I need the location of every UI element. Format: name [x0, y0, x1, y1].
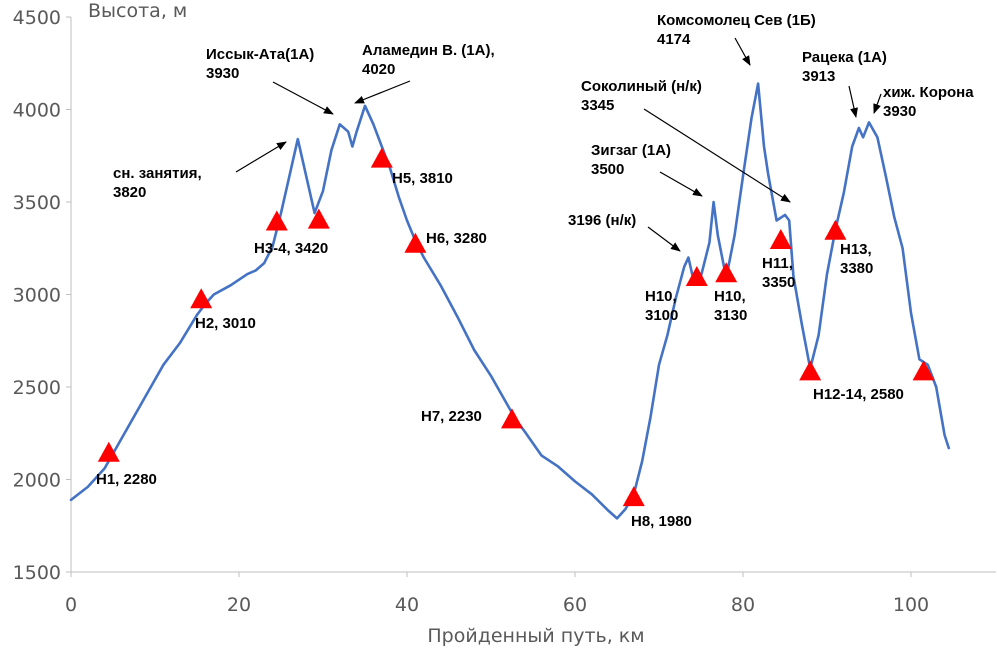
x-axis-title: Пройденный путь, км — [427, 625, 644, 647]
annotation-arrow — [647, 226, 681, 252]
y-tick-label: 4500 — [13, 7, 61, 29]
camp-marker — [799, 360, 822, 381]
x-tick-label: 40 — [395, 594, 419, 616]
x-tick-label: 80 — [731, 594, 755, 616]
annotation-arrow — [873, 93, 882, 114]
annotation-arrows — [235, 37, 882, 252]
annotation-arrow — [734, 37, 751, 66]
camp-marker — [769, 229, 792, 249]
chart-axes — [70, 17, 996, 573]
annotation-arrow — [235, 141, 287, 173]
camp-markers — [97, 147, 935, 507]
y-tick-label: 3000 — [13, 285, 61, 307]
camp-marker — [622, 486, 645, 507]
y-axis-title: Высота, м — [88, 0, 187, 22]
summit-annotation: Зигзаг (1А) 3500 — [591, 142, 671, 178]
annotation-arrow — [272, 81, 334, 115]
camp-marker — [715, 262, 738, 283]
camp-label: Н8, 1980 — [631, 513, 692, 530]
series-line-elevation — [69, 82, 951, 520]
camp-label: Н7, 2230 — [421, 408, 482, 425]
x-tick-label: 0 — [65, 594, 77, 616]
summit-annotation: Рацека (1А) 3913 — [802, 49, 887, 85]
x-tick-label: 60 — [563, 594, 587, 616]
camp-marker-labels: Н1, 2280 Н2, 3010 Н3-4, 3420 Н5, 3810 Н6, 32… — [96, 170, 904, 530]
summit-annotation: Комсомолец Сев (1Б) 4174 — [657, 12, 816, 48]
camp-marker — [190, 288, 213, 309]
x-tick-label: 100 — [893, 594, 929, 616]
y-tick-label: 2500 — [13, 377, 61, 399]
summit-annotations: сн. занятия, 3820 Иссык-Ата(1А) 3930 Аламеди… — [113, 12, 974, 229]
y-tick-label: 4000 — [13, 100, 61, 122]
annotation-arrow — [643, 108, 791, 203]
y-tick-label: 1500 — [13, 562, 61, 584]
summit-annotation: 3196 (н/к) — [568, 212, 636, 229]
camp-marker — [307, 208, 330, 229]
camp-label: Н10, 3100 — [645, 288, 678, 324]
summit-annotation: Соколиный (н/к) 3345 — [581, 78, 702, 114]
summit-annotation: хиж. Корона 3930 — [883, 84, 974, 120]
summit-annotation: сн. занятия, 3820 — [113, 165, 202, 201]
camp-label: Н12-14, 2580 — [813, 386, 904, 403]
y-axis-ticks: 1500 2000 2500 3000 3500 4000 4500 — [13, 7, 71, 584]
camp-label: Н5, 3810 — [392, 170, 453, 187]
camp-marker — [370, 147, 393, 168]
camp-label: Н6, 3280 — [426, 230, 487, 247]
y-tick-label: 2000 — [13, 470, 61, 492]
camp-marker — [97, 441, 120, 462]
x-tick-label: 20 — [227, 594, 251, 616]
camp-marker — [265, 210, 288, 231]
camp-label: Н2, 3010 — [195, 315, 256, 332]
annotation-arrow — [848, 85, 858, 118]
camp-label: Н13, 3380 — [840, 241, 873, 277]
summit-annotation: Аламедин В. (1А), 4020 — [362, 42, 495, 78]
summit-annotation: Иссык-Ата(1А) 3930 — [206, 46, 314, 82]
annotation-arrow — [354, 80, 411, 104]
camp-marker — [912, 360, 935, 381]
annotation-arrow — [659, 171, 703, 197]
x-axis-ticks: 0 20 40 60 80 100 — [65, 572, 929, 616]
camp-marker — [404, 232, 427, 253]
camp-label: Н3-4, 3420 — [254, 240, 328, 257]
camp-label: Н11, 3350 — [762, 255, 795, 291]
camp-marker — [501, 408, 523, 429]
camp-label: Н1, 2280 — [96, 471, 157, 488]
y-tick-label: 3500 — [13, 192, 61, 214]
camp-marker — [824, 219, 847, 240]
camp-marker — [685, 266, 708, 286]
camp-label: Н10, 3130 — [714, 288, 747, 324]
